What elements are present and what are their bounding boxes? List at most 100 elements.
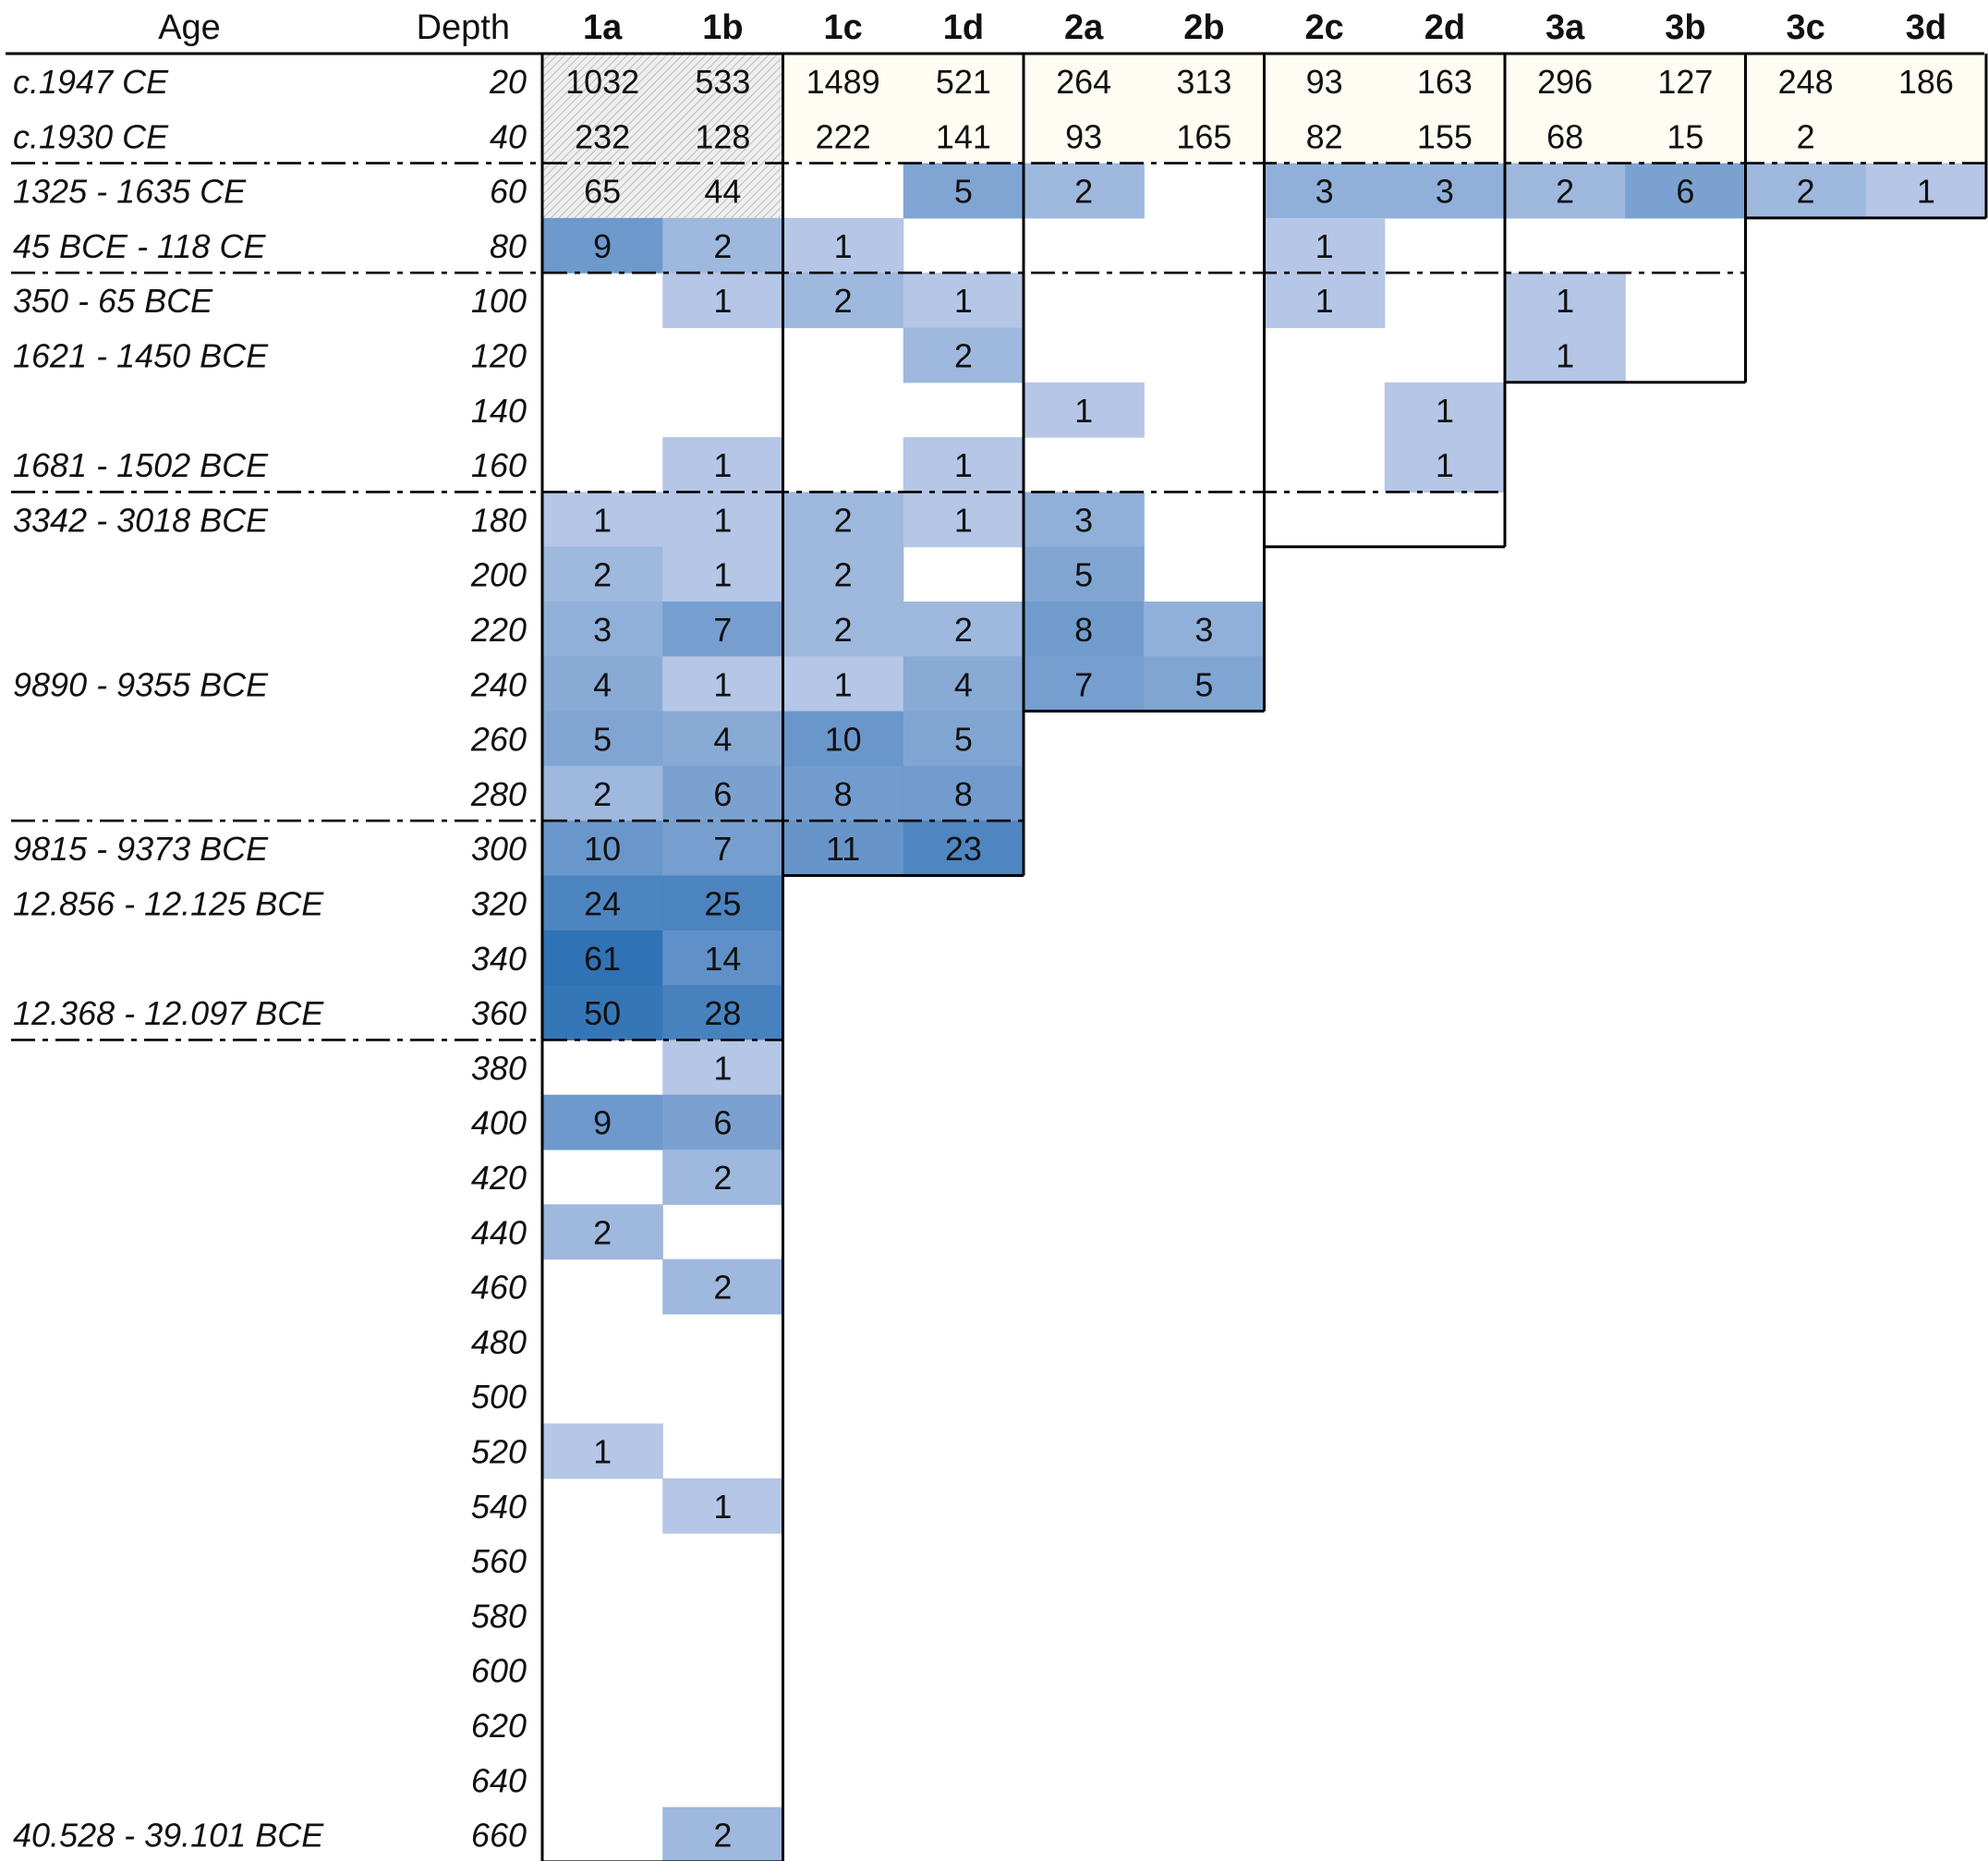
cell-value: 533 (695, 63, 750, 101)
heat-cell (1505, 163, 1626, 219)
heat-cell (1024, 382, 1145, 438)
heat-cell (662, 546, 784, 602)
heat-cell (1144, 54, 1266, 109)
cell-value: 14 (704, 940, 741, 978)
heat-cell (903, 656, 1024, 712)
cell-value: 10 (825, 721, 862, 759)
heat-cell (542, 163, 663, 219)
heat-cell (662, 163, 784, 219)
cell-value: 127 (1657, 63, 1713, 101)
heat-cell (903, 765, 1024, 821)
cell-value: 155 (1417, 117, 1473, 155)
heat-cell (1024, 546, 1145, 602)
cell-value: 8 (954, 775, 973, 813)
cell-value: 15 (1667, 117, 1703, 155)
depth-label: 480 (471, 1323, 527, 1361)
cell-value: 1 (593, 501, 612, 539)
heat-cell (782, 108, 904, 164)
cell-value: 5 (954, 173, 973, 211)
cell-value: 25 (704, 885, 741, 923)
column-header-1d: 1d (943, 8, 984, 47)
heat-cell (542, 711, 663, 767)
cell-value: 8 (1074, 611, 1093, 649)
heat-cell (1865, 108, 1987, 164)
lines-layer (6, 52, 1988, 1861)
column-header-1a: 1a (583, 8, 623, 47)
heat-cell (1024, 54, 1145, 109)
heat-cell (662, 656, 784, 712)
heat-cell (542, 1204, 663, 1260)
cell-value: 3 (1436, 173, 1454, 211)
heat-cell (782, 765, 904, 821)
heat-cell (662, 1040, 784, 1096)
cell-value: 6 (713, 1104, 732, 1142)
depth-label: 440 (471, 1213, 527, 1251)
depth-label: 120 (471, 337, 527, 375)
heat-cell (1625, 163, 1747, 219)
cell-value: 2 (954, 337, 973, 375)
heat-cell (662, 765, 784, 821)
cell-value: 232 (575, 117, 630, 155)
heat-cell (782, 602, 904, 657)
heat-cell (662, 437, 784, 493)
cell-value: 2 (834, 501, 853, 539)
cell-value: 313 (1176, 63, 1231, 101)
heat-cell (1024, 602, 1145, 657)
cell-value: 1 (954, 501, 973, 539)
cell-value: 2 (713, 1159, 732, 1197)
heat-cell (782, 546, 904, 602)
age-label: 3342 - 3018 BCE (13, 501, 269, 539)
cell-value: 1 (954, 282, 973, 320)
cell-value: 1 (713, 1049, 732, 1087)
heat-cell (662, 1478, 784, 1534)
depth-label: 220 (470, 611, 527, 649)
heat-cell (542, 1423, 663, 1479)
depth-label: 360 (471, 994, 527, 1032)
depth-label: 460 (471, 1269, 527, 1307)
depth-label: 260 (470, 721, 527, 759)
cell-value: 82 (1306, 117, 1343, 155)
cell-value: 296 (1537, 63, 1593, 101)
cell-value: 248 (1778, 63, 1834, 101)
heat-cell (1264, 217, 1386, 274)
cell-value: 1 (1315, 227, 1334, 265)
depth-label: 40 (490, 117, 527, 155)
cell-value: 1032 (565, 63, 639, 101)
cells-layer (542, 54, 1987, 1861)
cell-value: 1 (713, 556, 732, 594)
column-header-1b: 1b (702, 8, 743, 47)
heat-cell (542, 546, 663, 602)
cell-value: 1 (834, 227, 853, 265)
cell-value: 5 (1194, 665, 1213, 703)
cell-value: 163 (1417, 63, 1473, 101)
heat-cell (542, 1094, 663, 1150)
cell-value: 2 (1074, 173, 1093, 211)
cell-value: 9 (593, 227, 612, 265)
cell-value: 3 (1194, 611, 1213, 649)
column-header-2c: 2c (1304, 8, 1343, 47)
heat-cell (903, 273, 1024, 329)
depth-label: 80 (490, 227, 527, 265)
heat-cell (662, 930, 784, 986)
heat-cell (662, 108, 784, 164)
cell-value: 1 (1074, 392, 1093, 430)
cell-value: 4 (713, 721, 732, 759)
depth-label: 100 (471, 282, 527, 320)
cell-value: 2 (593, 775, 612, 813)
heat-cell (782, 54, 904, 109)
cell-value: 2 (834, 611, 853, 649)
heat-cell (662, 1094, 784, 1150)
depth-label: 660 (471, 1817, 527, 1855)
cell-value: 2 (713, 227, 732, 265)
heat-cell (1505, 108, 1626, 164)
column-header-3b: 3b (1665, 8, 1705, 47)
heat-cell (1625, 108, 1747, 164)
heat-cell (1505, 54, 1626, 109)
cell-value: 1 (1315, 282, 1334, 320)
cell-value: 5 (954, 721, 973, 759)
depth-label: 240 (470, 665, 527, 703)
depth-label: 620 (471, 1707, 527, 1745)
heat-cell (903, 108, 1024, 164)
age-label: 40.528 - 39.101 BCE (13, 1817, 324, 1855)
column-header-1c: 1c (823, 8, 862, 47)
